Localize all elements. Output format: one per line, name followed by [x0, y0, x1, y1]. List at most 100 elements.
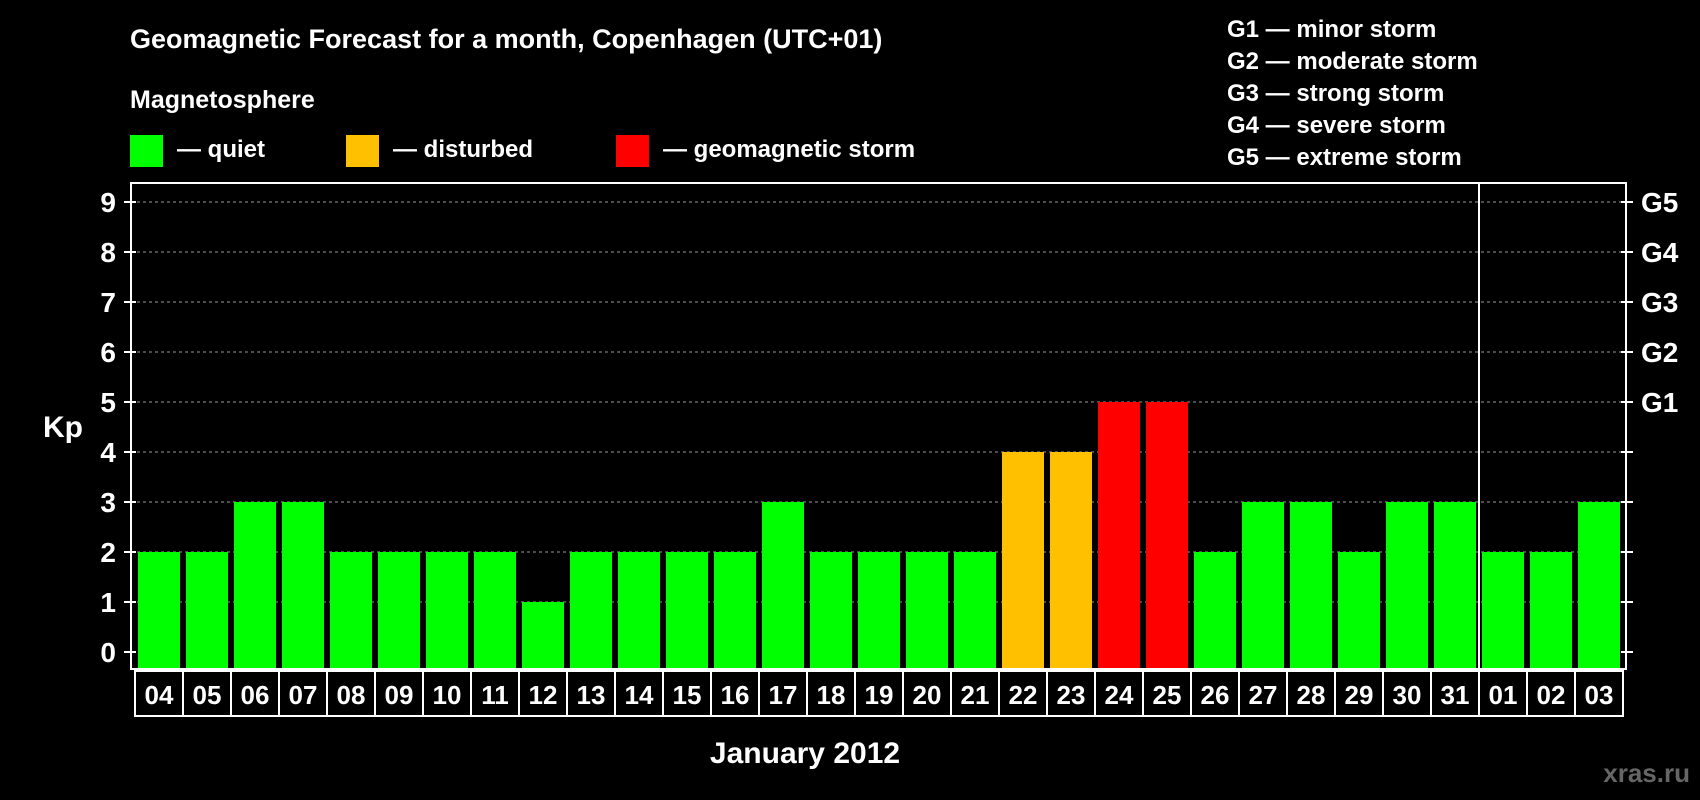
- bar-23: [1050, 452, 1092, 668]
- x-tick-label: 24: [1105, 680, 1134, 710]
- x-tick-label: 06: [241, 680, 270, 710]
- storm-level-label: G3: [1641, 287, 1678, 318]
- y-tick-label: 4: [100, 437, 116, 468]
- date-box: [1574, 670, 1624, 717]
- x-tick-label: 01: [1489, 680, 1518, 710]
- chart-title: Geomagnetic Forecast for a month, Copenh…: [130, 24, 882, 54]
- bar-22: [1002, 452, 1044, 668]
- x-axis-label: January 2012: [710, 737, 900, 770]
- y-tick-label: 8: [100, 237, 116, 268]
- bar-31: [1434, 502, 1476, 668]
- y-tick-label: 3: [100, 487, 116, 518]
- y-axis-label: Kp: [43, 411, 83, 444]
- y-tick-label: 9: [100, 187, 116, 218]
- plot-border: [130, 182, 1627, 670]
- chart-subtitle: Magnetosphere: [130, 86, 315, 114]
- y-tick-label: 7: [100, 287, 116, 318]
- legend: — quiet — disturbed — geomagnetic storm: [130, 135, 915, 167]
- x-tick-label: 21: [961, 680, 990, 710]
- bar-10: [426, 552, 468, 668]
- bar-19: [858, 552, 900, 668]
- legend-label-disturbed: — disturbed: [393, 136, 533, 163]
- x-tick-label: 26: [1201, 680, 1230, 710]
- bar-03: [1578, 502, 1620, 668]
- bar-27: [1242, 502, 1284, 668]
- storm-scale-legend: G1 — minor storm G2 — moderate storm G3 …: [1227, 16, 1478, 171]
- y-axis-ticks: 0 1 2 3 4 5 6 7 8 9: [100, 187, 136, 668]
- legend-label-quiet: — quiet: [177, 136, 265, 163]
- x-tick-label: 16: [721, 680, 750, 710]
- x-tick-label: 10: [433, 680, 462, 710]
- storm-axis-ticks: G1 G2 G3 G4 G5: [1621, 187, 1679, 653]
- bar-08: [330, 552, 372, 668]
- storm-scale-g1: G1 — minor storm: [1227, 16, 1436, 43]
- bar-25: [1146, 402, 1188, 668]
- legend-swatch-quiet: [130, 135, 163, 167]
- bar-07: [282, 502, 324, 668]
- x-tick-label: 22: [1009, 680, 1038, 710]
- bar-12: [522, 602, 564, 668]
- x-tick-label: 03: [1585, 680, 1614, 710]
- bar-05: [186, 552, 228, 668]
- bars: [138, 402, 1620, 668]
- x-tick-label: 09: [385, 680, 414, 710]
- bar-01: [1482, 552, 1524, 668]
- x-tick-label: 27: [1249, 680, 1278, 710]
- x-tick-label: 11: [481, 680, 509, 710]
- x-tick-label: 29: [1345, 680, 1374, 710]
- x-tick-label: 12: [529, 680, 558, 710]
- storm-scale-g4: G4 — severe storm: [1227, 112, 1446, 139]
- x-tick-label: 25: [1153, 680, 1182, 710]
- storm-scale-g2: G2 — moderate storm: [1227, 48, 1478, 75]
- x-tick-label: 13: [577, 680, 606, 710]
- legend-swatch-storm: [616, 135, 649, 167]
- x-tick-label: 23: [1057, 680, 1086, 710]
- bar-16: [714, 552, 756, 668]
- x-tick-label: 31: [1441, 680, 1470, 710]
- bar-17: [762, 502, 804, 668]
- plot-frame: [130, 182, 1627, 670]
- bar-13: [570, 552, 612, 668]
- bar-18: [810, 552, 852, 668]
- legend-swatch-disturbed: [346, 135, 379, 167]
- date-labels: 04 05 06 07 08 09 10 11 12 13 14 15 16 17 18 19 20 21 22 23…: [134, 670, 1624, 717]
- watermark: xras.ru: [1603, 758, 1690, 788]
- bar-26: [1194, 552, 1236, 668]
- bar-14: [618, 552, 660, 668]
- bar-28: [1290, 502, 1332, 668]
- bar-11: [474, 552, 516, 668]
- y-tick-label: 6: [100, 337, 116, 368]
- storm-level-label: G2: [1641, 337, 1678, 368]
- storm-scale-g5: G5 — extreme storm: [1227, 144, 1462, 171]
- x-tick-label: 14: [625, 680, 654, 710]
- bar-04: [138, 552, 180, 668]
- x-tick-label: 05: [193, 680, 222, 710]
- storm-level-label: G5: [1641, 187, 1678, 218]
- y-tick-label: 5: [100, 387, 116, 418]
- bar-20: [906, 552, 948, 668]
- bar-15: [666, 552, 708, 668]
- x-tick-label: 28: [1297, 680, 1326, 710]
- x-tick-label: 20: [913, 680, 942, 710]
- bar-24: [1098, 402, 1140, 668]
- x-tick-label: 19: [865, 680, 894, 710]
- storm-level-label: G4: [1641, 237, 1679, 268]
- x-tick-label: 04: [145, 680, 174, 710]
- bar-09: [378, 552, 420, 668]
- bar-06: [234, 502, 276, 668]
- y-tick-label: 2: [100, 537, 116, 568]
- bar-29: [1338, 552, 1380, 668]
- x-tick-label: 02: [1537, 680, 1566, 710]
- legend-label-storm: — geomagnetic storm: [663, 136, 915, 163]
- bar-30: [1386, 502, 1428, 668]
- x-tick-label: 15: [673, 680, 702, 710]
- y-tick-label: 1: [100, 587, 116, 618]
- x-tick-label: 30: [1393, 680, 1422, 710]
- storm-level-label: G1: [1641, 387, 1678, 418]
- bar-21: [954, 552, 996, 668]
- y-tick-label: 0: [100, 637, 116, 668]
- bar-02: [1530, 552, 1572, 668]
- storm-scale-g3: G3 — strong storm: [1227, 80, 1444, 107]
- x-tick-label: 08: [337, 680, 366, 710]
